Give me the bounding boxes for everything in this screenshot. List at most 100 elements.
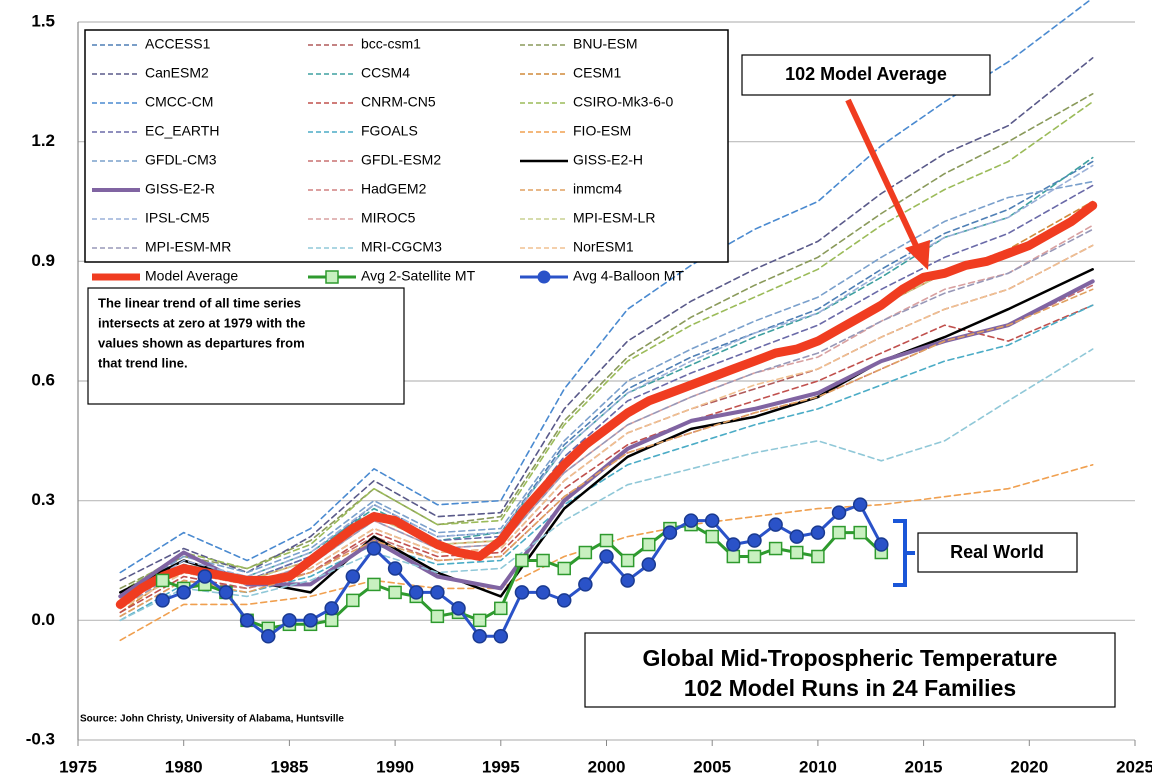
marker	[282, 613, 297, 628]
note-line: values shown as departures from	[98, 335, 305, 350]
marker	[557, 561, 571, 576]
x-tick-label: 1990	[376, 757, 414, 776]
x-tick-label: 1985	[270, 757, 308, 776]
title-box	[584, 632, 1116, 708]
series-line	[119, 101, 1094, 594]
series-line	[115, 201, 1098, 609]
marker	[408, 585, 424, 600]
series-line	[119, 57, 1094, 582]
legend-label: inmcm4	[573, 181, 622, 197]
marker	[472, 629, 487, 644]
x-tick-label: 1995	[482, 757, 520, 776]
marker	[726, 537, 741, 552]
marker	[535, 585, 551, 600]
marker	[303, 613, 318, 628]
marker	[218, 585, 234, 600]
y-tick-label: 0.0	[31, 610, 55, 629]
arrow-head	[905, 240, 930, 270]
marker	[578, 577, 593, 592]
legend-label: CanESM2	[145, 65, 209, 81]
bracket	[893, 519, 915, 587]
arrow	[845, 98, 921, 252]
legend-box	[84, 29, 729, 263]
legend-label: EC_EARTH	[145, 123, 219, 139]
marker	[789, 529, 805, 544]
legend-label: MIROC5	[361, 210, 416, 226]
legend-label: FGOALS	[361, 123, 418, 139]
y-tick-label: 0.3	[31, 490, 55, 509]
y-tick-label: 1.5	[31, 11, 55, 30]
legend-label: MRI-CGCM3	[361, 239, 442, 255]
marker	[176, 585, 191, 600]
marker	[620, 553, 635, 568]
x-tick-label: 2000	[588, 757, 626, 776]
legend-label: Avg 2-Satellite MT	[361, 268, 476, 284]
annotation-box	[917, 532, 1078, 573]
marker	[662, 525, 678, 540]
legend-label: ACCESS1	[145, 36, 211, 52]
legend-label: HadGEM2	[361, 181, 427, 197]
marker	[472, 613, 487, 628]
legend-label: Avg 4-Balloon MT	[573, 268, 684, 284]
y-tick-label: 0.6	[31, 370, 55, 389]
marker	[726, 549, 741, 564]
y-tick-label: 0.9	[31, 251, 55, 270]
marker	[387, 561, 403, 576]
x-tick-label: 1975	[59, 757, 97, 776]
y-tick-label: 1.2	[31, 131, 55, 150]
annotation: 102 Model Average	[785, 64, 947, 84]
marker	[768, 541, 783, 556]
legend-label: CSIRO-Mk3-6-0	[573, 94, 674, 110]
legend-label: MPI-ESM-MR	[145, 239, 231, 255]
marker	[683, 513, 699, 528]
marker	[430, 609, 445, 624]
legend-label: GISS-E2-R	[145, 181, 215, 197]
x-tick-label: 2025	[1116, 757, 1152, 776]
legend-label: IPSL-CM5	[145, 210, 210, 226]
legend-label: GFDL-CM3	[145, 152, 217, 168]
marker	[556, 593, 572, 608]
marker	[747, 549, 762, 564]
marker	[324, 613, 339, 628]
legend-label: CESM1	[573, 65, 621, 81]
legend-label: FIO-ESM	[573, 123, 631, 139]
marker	[239, 613, 255, 628]
marker	[810, 525, 826, 540]
marker	[388, 585, 402, 600]
x-tick-label: 2015	[905, 757, 943, 776]
marker	[155, 593, 170, 608]
legend-label: bcc-csm1	[361, 36, 421, 52]
marker	[704, 513, 720, 528]
marker	[451, 601, 466, 616]
legend: ACCESS1 bcc-csm1 BNU-ESM CanESM2 CCSM4 CESM1 C…	[92, 36, 684, 284]
note-line: intersects at zero at 1979 with the	[98, 315, 305, 330]
legend-label: CCSM4	[361, 65, 410, 81]
x-tick-label: 2005	[693, 757, 731, 776]
x-tick-label: 1980	[165, 757, 203, 776]
marker	[853, 525, 867, 540]
legend-marker	[537, 270, 551, 284]
series-line	[119, 348, 1094, 622]
marker	[620, 573, 635, 588]
marker	[324, 601, 339, 616]
marker	[811, 549, 825, 564]
marker	[515, 553, 529, 568]
marker	[747, 533, 762, 548]
plot	[115, 0, 1098, 644]
x-tick-label: 2010	[799, 757, 837, 776]
marker	[831, 505, 847, 520]
marker	[345, 569, 361, 584]
marker	[366, 541, 382, 556]
series-line	[119, 184, 1094, 602]
marker	[197, 569, 213, 584]
chart-title: Global Mid-Tropospheric Temperature	[643, 645, 1058, 671]
note-box	[87, 287, 405, 405]
marker	[536, 553, 550, 568]
marker	[641, 557, 657, 572]
series-line	[119, 0, 1092, 574]
marker	[430, 585, 445, 600]
series-line	[119, 180, 1094, 598]
legend-label: CMCC-CM	[145, 94, 213, 110]
note: The linear trend of all time series inter…	[98, 295, 305, 370]
